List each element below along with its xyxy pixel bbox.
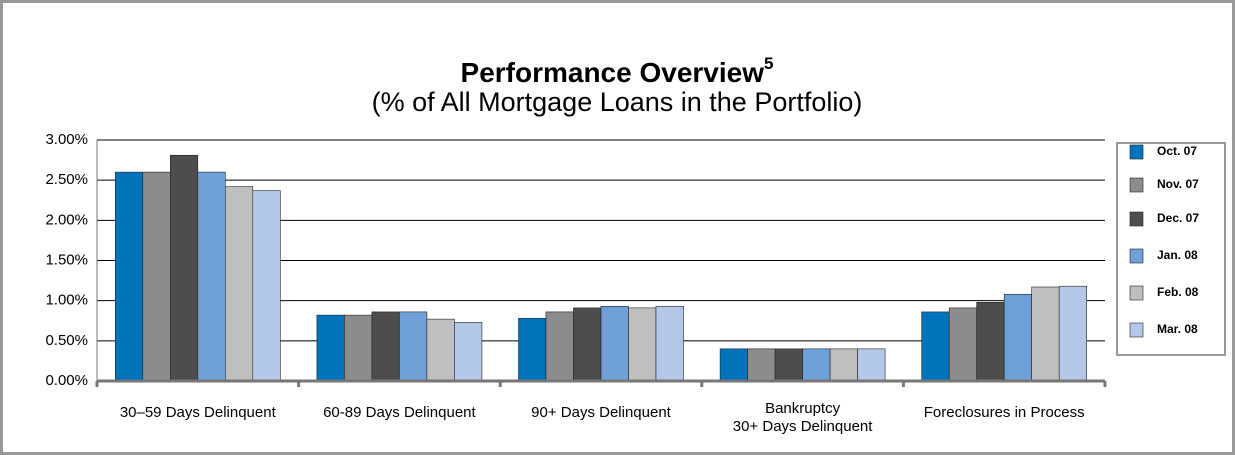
legend-swatch <box>1129 285 1144 301</box>
bar <box>802 348 831 382</box>
title-note: 5 <box>764 54 773 73</box>
x-tick-label: Foreclosures in Process <box>924 404 1085 421</box>
bar <box>1003 293 1033 382</box>
bar <box>426 318 455 382</box>
y-tick-label: 0.00% <box>45 372 88 389</box>
bar <box>170 154 199 382</box>
y-tick-label: 2.00% <box>45 211 88 228</box>
bar <box>600 305 629 382</box>
legend-swatch <box>1129 177 1144 193</box>
y-tick-label: 3.00% <box>45 131 88 148</box>
bar <box>399 311 428 382</box>
x-tick-label: 30–59 Days Delinquent <box>120 404 277 421</box>
x-tick-label: Bankruptcy 30+ Days Delinquent <box>733 400 874 435</box>
bar <box>655 305 684 382</box>
bar <box>829 348 858 382</box>
bar <box>857 348 886 382</box>
bar <box>948 307 978 382</box>
bar <box>252 190 281 382</box>
legend-label: Oct. 07 <box>1157 144 1197 158</box>
bar <box>573 307 602 382</box>
bar <box>225 186 254 382</box>
legend-label: Dec. 07 <box>1157 211 1199 225</box>
bar <box>115 171 144 382</box>
bar <box>921 311 950 382</box>
bar <box>976 301 1005 382</box>
bar <box>316 314 345 382</box>
legend-label: Mar. 08 <box>1157 322 1198 336</box>
y-tick-label: 1.00% <box>45 292 88 309</box>
legend-swatch <box>1129 211 1144 227</box>
legend-swatch <box>1129 144 1144 160</box>
x-tick-line: 30+ Days Delinquent <box>733 418 874 435</box>
bar <box>197 171 226 382</box>
bar <box>142 171 171 382</box>
legend-label: Feb. 08 <box>1157 285 1199 299</box>
legend-label: Jan. 08 <box>1157 248 1198 262</box>
bar <box>371 311 400 382</box>
bar <box>344 314 373 382</box>
chart-title: Performance Overview <box>461 57 765 88</box>
chart-subtitle: (% of All Mortgage Loans in the Portfoli… <box>372 87 863 117</box>
legend-swatch <box>1129 248 1144 264</box>
bar <box>628 307 657 382</box>
bar <box>545 311 574 382</box>
x-tick-line: Bankruptcy <box>765 400 841 417</box>
chart-title-wrap: Performance Overview5 <box>461 54 774 88</box>
x-tick-label: 60-89 Days Delinquent <box>323 404 476 421</box>
bar <box>518 318 547 382</box>
x-tick-label: 90+ Days Delinquent <box>531 404 672 421</box>
bar <box>1058 285 1087 382</box>
bar <box>747 348 776 382</box>
legend-swatch <box>1129 322 1144 338</box>
legend-label: Nov. 07 <box>1157 177 1199 191</box>
bar <box>774 348 803 382</box>
bar <box>454 322 483 382</box>
bar <box>719 348 748 382</box>
y-tick-label: 1.50% <box>45 251 88 268</box>
y-tick-label: 0.50% <box>45 332 88 349</box>
y-tick-label: 2.50% <box>45 171 88 188</box>
bar <box>1031 286 1060 382</box>
